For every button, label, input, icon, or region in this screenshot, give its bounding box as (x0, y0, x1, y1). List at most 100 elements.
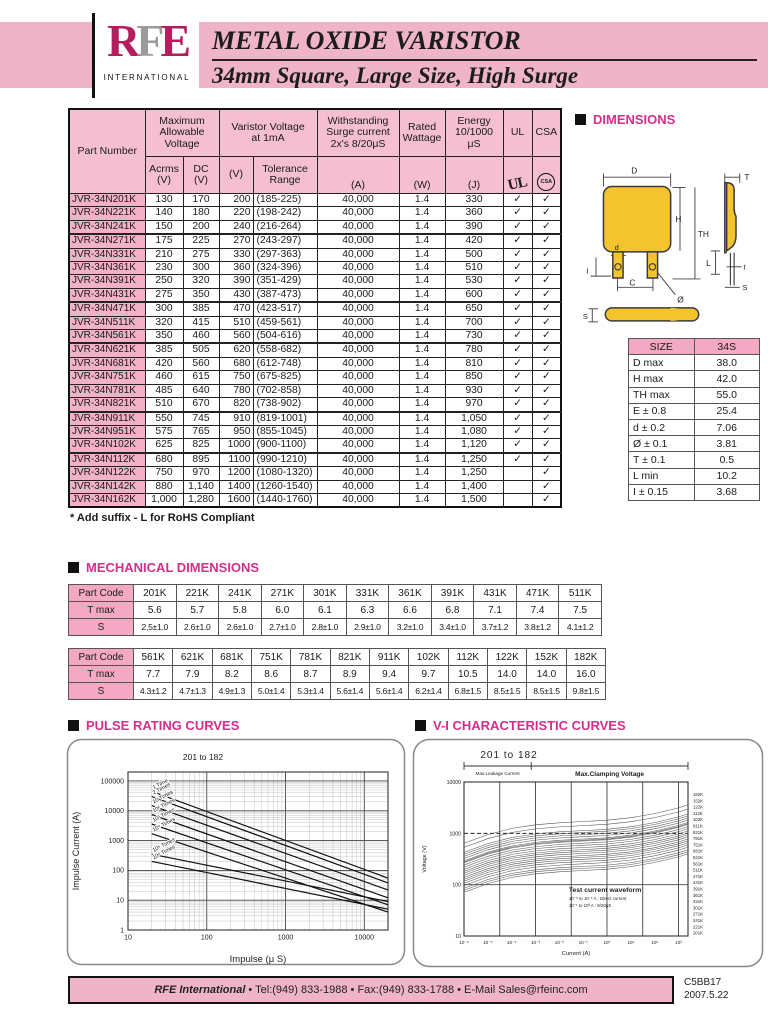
cell: 510 (144, 397, 184, 413)
curve-label: 361K (693, 893, 703, 898)
cell: ✓ (502, 342, 533, 358)
cell: ✓ (502, 329, 533, 345)
cell: 40,000 (316, 329, 400, 345)
tick-label: 10000 (447, 780, 462, 786)
curve-label: 431K (693, 880, 703, 885)
cell: (459-561) (252, 315, 318, 331)
tick-label: 10⁻³ (531, 940, 541, 945)
chart-range-label: 201 to 182 (480, 750, 537, 761)
cell: 5.6 (133, 601, 177, 619)
rfe-logo-letters: RFE (95, 13, 199, 69)
table-row: L min 10.2 (628, 467, 760, 485)
curve-label: 301K (693, 905, 703, 910)
cell: 510 (218, 315, 254, 331)
cell: 175 (144, 233, 184, 249)
cell: 2.7±1.0 (260, 618, 305, 636)
cell: 130 (144, 192, 184, 208)
section-title-pulse: PULSE RATING CURVES (68, 718, 239, 733)
tick-label: 100000 (101, 778, 124, 785)
curve-label: 511K (693, 868, 703, 873)
cell: 210 (144, 247, 184, 263)
curve-label: 821K (693, 830, 703, 835)
cell: 40,000 (316, 397, 400, 413)
cell: 825 (182, 438, 220, 454)
table-row: Part Code 201K 221K 241K 271K 301K 331K 361K 391… (68, 584, 602, 602)
cell: 1,050 (444, 411, 504, 426)
spec-table: Part Number Maximum Allowable Voltage Va… (68, 108, 563, 509)
cell: 300 (144, 301, 184, 317)
cell: 40,000 (316, 315, 400, 331)
size-table: SIZE 34S D max 38.0 H max 42.0 TH max 55.0 E ± 0… (628, 337, 760, 501)
cell: ✓ (502, 274, 533, 289)
table-row: S 4.3±1.2 4.7±1.3 4.9±1.3 5.0±1.4 5.3±1.4 5.6±… (68, 682, 607, 700)
cell: ✓ (531, 411, 562, 426)
cell: 780 (444, 342, 504, 358)
cell: (351-429) (252, 274, 318, 289)
cell: TH max (628, 386, 695, 404)
svg-text:TH: TH (698, 229, 709, 239)
cell: 10.5 (447, 665, 488, 683)
cell: 270 (218, 233, 254, 249)
table-row: S 2.5±1.0 2.6±1.0 2.6±1.0 2.7±1.0 2.8±1.0 2.9±… (68, 618, 602, 636)
cell: (702-858) (252, 383, 318, 399)
cell: 1.4 (398, 247, 446, 263)
cell: ✓ (502, 219, 533, 236)
cell: 0.5 (693, 451, 760, 469)
cell: ✓ (502, 452, 533, 468)
section-bullet-icon (68, 720, 79, 731)
cell: 385 (144, 342, 184, 358)
cell: JVR-34N471K (68, 301, 146, 317)
cell: 6.8 (430, 601, 475, 619)
cell: 170 (182, 192, 220, 208)
cell: 911K (368, 648, 410, 666)
cell: 40,000 (316, 342, 400, 358)
cell: 780 (218, 383, 254, 399)
table-row: JVR-34N221K 140 180 220 (198-242) 40,000 1.4 36… (68, 206, 562, 221)
svg-text:C: C (629, 277, 635, 287)
cell: 40,000 (316, 492, 400, 508)
cell: (297-363) (252, 247, 318, 263)
cell: 810 (444, 356, 504, 372)
cell: ✓ (531, 329, 562, 345)
logo-subtitle: INTERNATIONAL (103, 73, 191, 82)
cell: 6.2±1.4 (408, 682, 449, 700)
cell: 820 (218, 397, 254, 413)
cell: 140 (144, 206, 184, 221)
cell: 680 (144, 452, 184, 468)
cell: 1,120 (444, 438, 504, 454)
col-header-ul: UL (502, 108, 533, 157)
table-row: JVR-34N391K 250 320 390 (351-429) 40,000 1.4 53… (68, 274, 562, 289)
table-row: JVR-34N112K 680 895 1100 (990-1210) 40,000 1.4… (68, 452, 562, 468)
cell: 220 (218, 206, 254, 221)
cell: 1.4 (398, 356, 446, 372)
tick-label: 100 (112, 868, 124, 875)
grid (127, 771, 389, 931)
cell: 40,000 (316, 438, 400, 454)
cell: 460 (144, 370, 184, 385)
cell: 895 (182, 452, 220, 468)
cell: 3.4±1.0 (430, 618, 475, 636)
cell: 4.3±1.2 (132, 682, 174, 700)
cell: 40,000 (316, 192, 400, 208)
cell: 620 (218, 342, 254, 358)
col-subheader-v: (V) (218, 156, 254, 194)
cell: 6.8±1.5 (447, 682, 488, 700)
cell: (990-1210) (252, 452, 318, 468)
curve-label: 241K (693, 918, 703, 923)
col-header-wattage: Rated Wattage (398, 108, 446, 157)
svg-text:Ø: Ø (677, 294, 684, 304)
cell: 122K (486, 648, 528, 666)
table-row: JVR-34N781K 485 640 780 (702-858) 40,000 1.4 93… (68, 383, 562, 399)
cell: 40,000 (316, 274, 400, 289)
table-row: JVR-34N681K 420 560 680 (612-748) 40,000 1.4 81… (68, 356, 562, 372)
table-row: JVR-34N751K 460 615 750 (675-825) 40,000 1.4 85… (68, 370, 562, 385)
cell: 430 (218, 287, 254, 304)
cell: 40,000 (316, 219, 400, 236)
logo-letter-r: R (106, 15, 140, 66)
cell: Part Code (68, 648, 134, 666)
cell: 505 (182, 342, 220, 358)
cell: 471K (515, 584, 560, 602)
cell: 301K (303, 584, 347, 602)
cell: 850 (444, 370, 504, 385)
cell: ✓ (502, 192, 533, 208)
